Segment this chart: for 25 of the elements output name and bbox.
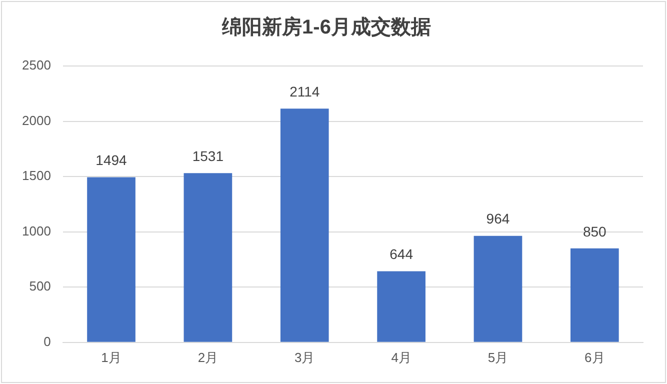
x-tick-label: 6月	[584, 350, 605, 365]
bar	[570, 248, 619, 342]
y-tick-label: 2000	[22, 112, 51, 128]
x-tick-label: 4月	[391, 350, 412, 365]
x-tick-label: 2月	[198, 350, 218, 365]
y-tick-label: 1000	[22, 223, 51, 238]
chart-title: 绵阳新房1-6月成交数据	[221, 16, 431, 39]
data-label: 1531	[192, 148, 224, 164]
y-tick-label: 2500	[22, 58, 51, 73]
y-tick-label: 1500	[22, 168, 51, 184]
bar	[87, 177, 136, 342]
x-tick-label: 1月	[101, 350, 122, 365]
data-label: 644	[390, 246, 414, 262]
data-label: 850	[582, 223, 607, 240]
bar	[280, 108, 329, 342]
data-label: 1494	[96, 152, 128, 168]
x-tick-label: 5月	[488, 350, 508, 365]
bar	[184, 173, 232, 342]
data-label: 2114	[290, 84, 320, 100]
x-tick-label: 3月	[294, 350, 315, 365]
bar	[377, 271, 426, 342]
y-tick-label: 0	[44, 334, 51, 349]
bar	[474, 236, 522, 342]
y-tick-label: 500	[29, 278, 51, 294]
data-label: 964	[486, 210, 510, 227]
